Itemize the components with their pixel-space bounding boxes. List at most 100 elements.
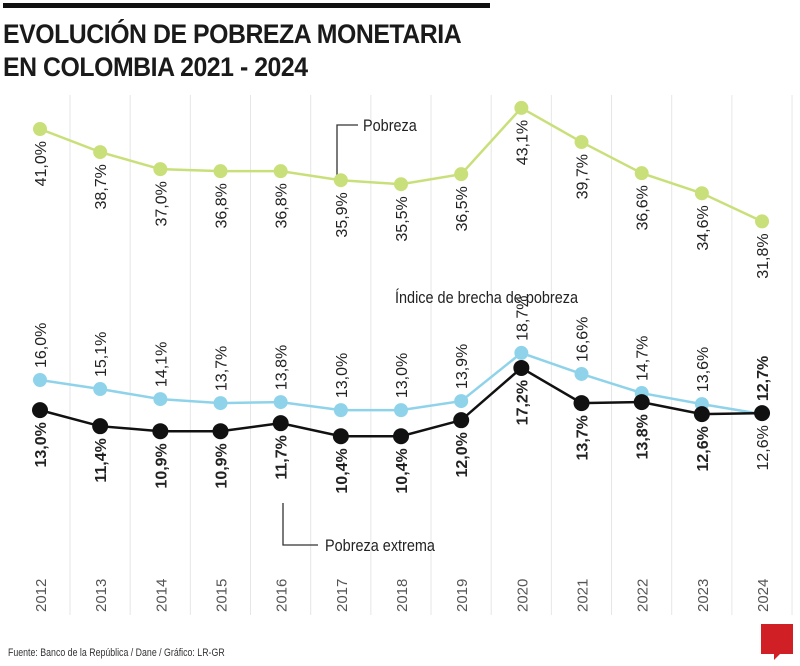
data-point (273, 395, 288, 410)
data-label: 13,0% (33, 422, 50, 467)
data-label: 13,9% (454, 344, 471, 389)
data-label: 10,4% (394, 448, 411, 493)
x-tick-label: 2015 (214, 579, 231, 612)
chart-title: EVOLUCIÓN DE POBREZA MONETARIA EN COLOMB… (3, 18, 462, 84)
data-point (212, 423, 229, 440)
data-label: 15,1% (93, 332, 110, 377)
data-point (153, 162, 168, 177)
data-label: 36,6% (635, 185, 652, 230)
data-label: 41,0% (33, 141, 50, 186)
data-point (32, 402, 48, 419)
data-point (92, 418, 109, 435)
data-point (394, 177, 409, 192)
lr-logo (761, 624, 793, 660)
data-point (273, 164, 288, 179)
data-label: 18,7% (514, 296, 531, 341)
x-tick-label: 2022 (635, 579, 652, 612)
data-point (574, 135, 589, 150)
data-point (153, 392, 168, 407)
series-annotation: Pobreza extrema (325, 537, 435, 555)
data-point (573, 395, 590, 412)
data-point (633, 394, 650, 411)
x-tick-label: 2014 (153, 579, 170, 612)
x-tick-label: 2024 (755, 579, 772, 612)
data-point (333, 403, 348, 418)
annotation-leader (336, 124, 358, 181)
data-point (332, 428, 349, 445)
x-tick-label: 2018 (394, 579, 411, 612)
title-rule (3, 3, 490, 8)
data-label: 38,7% (93, 164, 110, 209)
x-tick-label: 2023 (695, 579, 712, 612)
data-label: 17,2% (514, 380, 531, 425)
data-point (693, 406, 710, 423)
x-tick-label: 2017 (334, 579, 351, 612)
series-annotation: Índice de brecha de pobreza (395, 287, 578, 307)
data-point (514, 345, 529, 360)
data-label: 12,0% (454, 432, 471, 477)
data-label: 14,1% (153, 342, 170, 387)
series-annotation: Pobreza (363, 117, 417, 135)
data-label: 10,4% (334, 448, 351, 493)
data-point (272, 415, 289, 432)
x-tick-label: 2012 (33, 579, 50, 612)
data-label: 12,7% (755, 356, 772, 401)
data-point (454, 394, 469, 409)
data-label: 12,6% (755, 425, 772, 470)
data-point (333, 173, 348, 188)
data-label: 16,6% (575, 317, 592, 362)
x-tick-label: 2013 (93, 579, 110, 612)
data-label: 36,8% (214, 183, 231, 228)
data-label: 35,5% (394, 196, 411, 241)
data-point (33, 122, 47, 136)
data-label: 36,8% (274, 183, 291, 228)
data-label: 13,7% (214, 346, 231, 391)
annotation-leader (282, 503, 318, 546)
data-point (33, 373, 47, 387)
x-tick-label: 2016 (274, 579, 291, 612)
data-point (513, 359, 530, 376)
data-label: 31,8% (755, 233, 772, 278)
data-label: 13,8% (274, 345, 291, 390)
data-label: 14,7% (635, 336, 652, 381)
series-2 (32, 359, 771, 445)
data-point (574, 366, 589, 381)
data-label: 35,9% (334, 192, 351, 237)
data-label: 16,0% (33, 323, 50, 368)
data-label: 12,6% (695, 426, 712, 471)
data-point (514, 100, 529, 115)
data-point (213, 164, 228, 179)
data-point (93, 382, 108, 397)
source-note: Fuente: Banco de la República / Dane / G… (8, 647, 225, 659)
x-tick-label: 2021 (575, 579, 592, 612)
data-point (454, 167, 469, 182)
data-label: 37,0% (153, 181, 170, 226)
data-point (393, 428, 410, 445)
data-label: 39,7% (575, 154, 592, 199)
x-tick-label: 2020 (514, 579, 531, 612)
data-point (394, 403, 409, 418)
data-label: 13,8% (635, 414, 652, 459)
data-label: 11,7% (274, 435, 291, 479)
title-line-2: EN COLOMBIA 2021 - 2024 (3, 52, 308, 82)
series-0 (33, 100, 770, 229)
data-label: 10,9% (153, 443, 170, 488)
data-label: 36,5% (454, 186, 471, 231)
data-point (93, 145, 108, 160)
title-line-1: EVOLUCIÓN DE POBREZA MONETARIA (3, 19, 462, 49)
data-point (453, 412, 470, 429)
data-point (694, 186, 709, 201)
data-point (213, 396, 228, 411)
data-label: 13,0% (334, 353, 351, 398)
data-point (754, 405, 771, 422)
data-label: 43,1% (514, 120, 531, 165)
data-point (755, 214, 770, 229)
data-point (634, 166, 649, 181)
data-label: 13,6% (695, 347, 712, 392)
data-label: 13,0% (394, 353, 411, 398)
data-label: 13,7% (575, 415, 592, 460)
data-label: 10,9% (214, 443, 231, 488)
data-label: 11,4% (93, 438, 110, 482)
x-tick-label: 2019 (454, 579, 471, 612)
